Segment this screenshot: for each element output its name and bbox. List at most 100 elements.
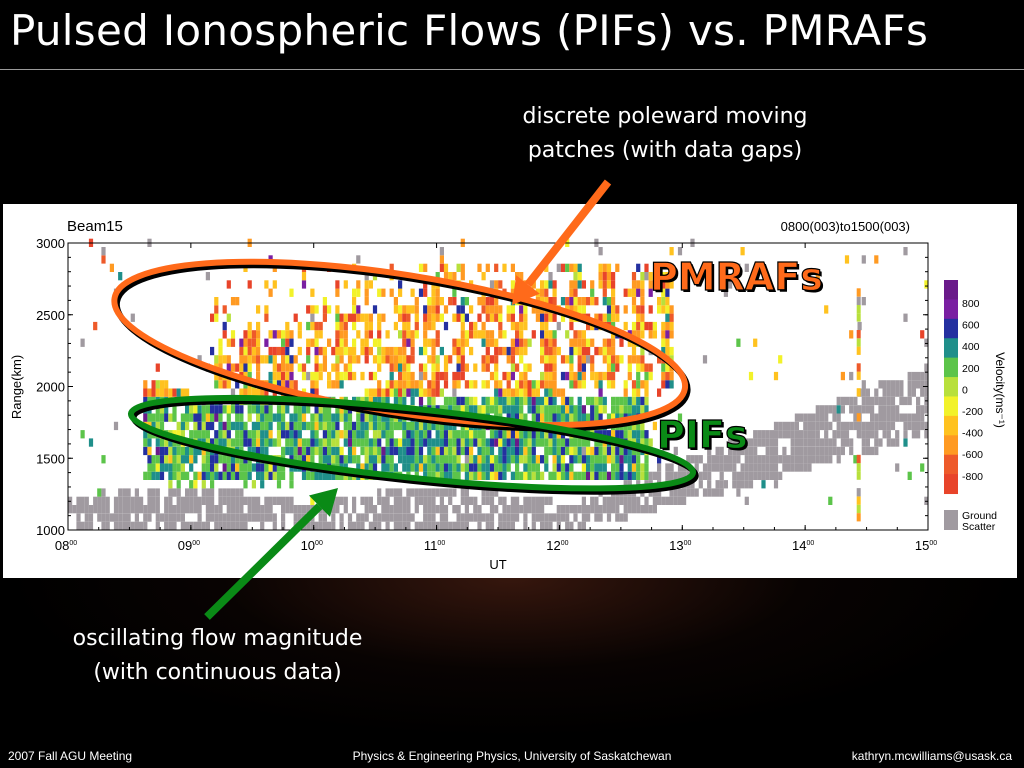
data-cell [193, 405, 197, 413]
data-cell [239, 430, 243, 438]
data-cell [569, 397, 573, 405]
data-cell [340, 414, 344, 422]
data-cell [845, 430, 849, 438]
data-cell [386, 355, 390, 363]
data-cell [515, 497, 519, 505]
data-cell [269, 438, 273, 446]
data-cell [903, 414, 907, 422]
data-cell [172, 455, 176, 463]
data-cell [749, 480, 753, 488]
data-cell [411, 289, 415, 297]
data-cell [553, 355, 557, 363]
data-cell [887, 414, 891, 422]
data-cell [189, 447, 193, 455]
data-cell [168, 455, 172, 463]
data-cell [398, 355, 402, 363]
data-cell [248, 364, 252, 372]
data-cell [465, 488, 469, 496]
data-cell [340, 455, 344, 463]
data-cell [239, 405, 243, 413]
data-cell [398, 505, 402, 513]
data-cell [803, 447, 807, 455]
data-cell [448, 297, 452, 305]
data-cell [452, 438, 456, 446]
data-cell [415, 463, 419, 471]
data-cell [406, 455, 410, 463]
data-cell [348, 372, 352, 380]
data-cell [624, 380, 628, 388]
data-cell [628, 289, 632, 297]
data-cell [227, 488, 231, 496]
data-cell [544, 330, 548, 338]
data-cell [482, 380, 486, 388]
data-cell [331, 380, 335, 388]
data-cell [569, 463, 573, 471]
data-cell [269, 355, 273, 363]
data-cell [707, 480, 711, 488]
data-cell [578, 447, 582, 455]
data-cell [912, 422, 916, 430]
data-cell [883, 405, 887, 413]
data-cell [866, 405, 870, 413]
data-cell [799, 430, 803, 438]
data-cell [114, 505, 118, 513]
data-cell [369, 347, 373, 355]
data-cell [431, 389, 435, 397]
data-cell [736, 488, 740, 496]
data-cell [344, 430, 348, 438]
data-cell [498, 280, 502, 288]
data-cell [883, 422, 887, 430]
data-cell [519, 430, 523, 438]
data-cell [607, 505, 611, 513]
data-cell [356, 438, 360, 446]
data-cell [528, 397, 532, 405]
data-cell [519, 330, 523, 338]
data-cell [599, 397, 603, 405]
data-cell [431, 463, 435, 471]
data-cell [440, 314, 444, 322]
data-cell [390, 372, 394, 380]
data-cell [841, 397, 845, 405]
data-cell [81, 522, 85, 530]
data-cell [536, 472, 540, 480]
data-cell [185, 389, 189, 397]
data-cell [294, 430, 298, 438]
data-cell [590, 505, 594, 513]
data-cell [469, 447, 473, 455]
data-cell [319, 455, 323, 463]
data-cell [586, 297, 590, 305]
data-cell [122, 522, 126, 530]
data-cell [578, 397, 582, 405]
data-cell [895, 414, 899, 422]
data-cell [189, 488, 193, 496]
data-cell [327, 447, 331, 455]
data-cell [365, 414, 369, 422]
data-cell [461, 339, 465, 347]
data-cell [891, 389, 895, 397]
data-cell [795, 430, 799, 438]
data-cell [490, 438, 494, 446]
data-cell [498, 513, 502, 521]
data-cell [323, 447, 327, 455]
data-cell [465, 438, 469, 446]
data-cell [269, 414, 273, 422]
data-cell [519, 339, 523, 347]
data-cell [110, 513, 114, 521]
data-cell [644, 463, 648, 471]
data-cell [260, 463, 264, 471]
data-cell [741, 480, 745, 488]
data-cell [519, 405, 523, 413]
data-cell [431, 513, 435, 521]
data-cell [507, 380, 511, 388]
data-cell [615, 472, 619, 480]
data-cell [624, 472, 628, 480]
data-cell [799, 455, 803, 463]
data-cell [482, 463, 486, 471]
data-cell [837, 397, 841, 405]
data-cell [264, 472, 268, 480]
data-cell [239, 463, 243, 471]
data-cell [573, 289, 577, 297]
data-cell [248, 414, 252, 422]
data-cell [315, 339, 319, 347]
data-cell [444, 505, 448, 513]
